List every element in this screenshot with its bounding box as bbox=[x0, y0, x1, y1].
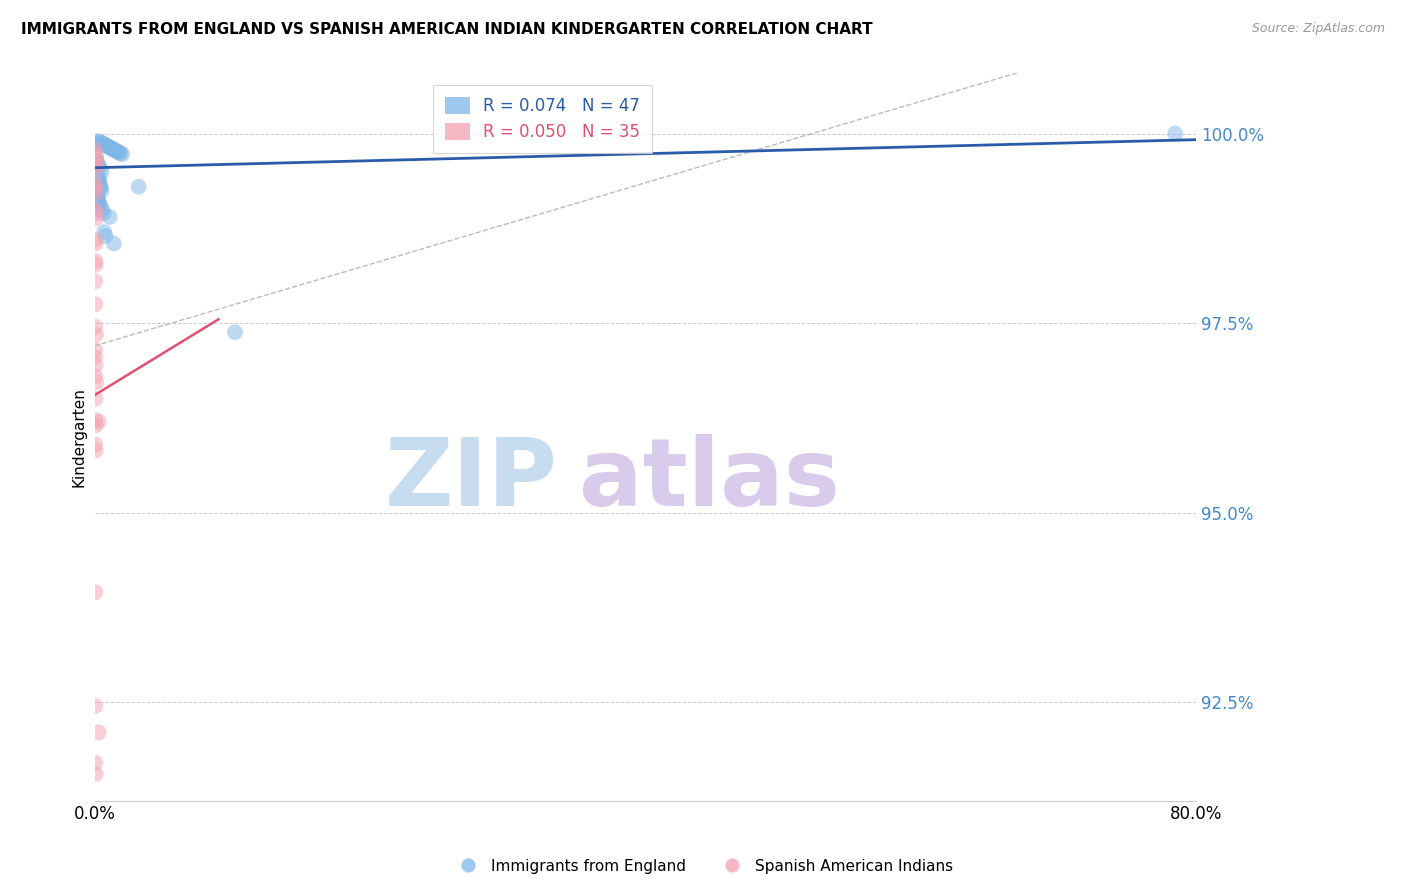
Point bbox=[87, 134, 110, 148]
Point bbox=[84, 153, 107, 168]
Point bbox=[84, 698, 107, 713]
Point bbox=[108, 145, 131, 160]
Point bbox=[104, 143, 127, 157]
Point bbox=[84, 327, 107, 342]
Point bbox=[84, 236, 107, 251]
Text: atlas: atlas bbox=[579, 434, 841, 526]
Point bbox=[91, 202, 114, 217]
Point bbox=[84, 319, 107, 334]
Point bbox=[93, 137, 115, 152]
Point bbox=[84, 756, 107, 770]
Point bbox=[84, 176, 107, 190]
Point bbox=[103, 143, 125, 157]
Point bbox=[94, 229, 117, 244]
Point bbox=[89, 179, 111, 194]
Point bbox=[86, 136, 108, 150]
Point bbox=[89, 161, 111, 175]
Point bbox=[84, 157, 107, 171]
Point bbox=[84, 392, 107, 406]
Point bbox=[84, 202, 107, 217]
Point bbox=[86, 161, 108, 175]
Point bbox=[86, 188, 108, 202]
Point bbox=[89, 178, 111, 193]
Point bbox=[84, 274, 107, 288]
Point bbox=[90, 184, 112, 198]
Point bbox=[84, 343, 107, 357]
Point bbox=[107, 145, 129, 159]
Point bbox=[87, 158, 110, 172]
Point bbox=[84, 254, 107, 268]
Point bbox=[84, 418, 107, 433]
Text: ZIP: ZIP bbox=[384, 434, 557, 526]
Point bbox=[94, 138, 117, 153]
Point bbox=[84, 206, 107, 220]
Point bbox=[84, 181, 107, 195]
Point bbox=[224, 325, 246, 339]
Text: Source: ZipAtlas.com: Source: ZipAtlas.com bbox=[1251, 22, 1385, 36]
Y-axis label: Kindergarten: Kindergarten bbox=[72, 387, 86, 487]
Point bbox=[98, 210, 121, 224]
Point bbox=[87, 176, 110, 190]
Point bbox=[96, 138, 118, 153]
Point bbox=[84, 258, 107, 272]
Point bbox=[84, 211, 107, 226]
Point bbox=[98, 140, 121, 154]
Point bbox=[86, 157, 108, 171]
Point bbox=[89, 196, 111, 211]
Point bbox=[84, 350, 107, 364]
Point bbox=[90, 181, 112, 195]
Point bbox=[101, 142, 124, 156]
Point bbox=[87, 194, 110, 208]
Point bbox=[110, 146, 132, 161]
Point bbox=[84, 233, 107, 247]
Text: IMMIGRANTS FROM ENGLAND VS SPANISH AMERICAN INDIAN KINDERGARTEN CORRELATION CHAR: IMMIGRANTS FROM ENGLAND VS SPANISH AMERI… bbox=[21, 22, 873, 37]
Point bbox=[89, 199, 111, 213]
Point bbox=[84, 585, 107, 599]
Point bbox=[84, 143, 107, 157]
Point bbox=[87, 194, 110, 209]
Point bbox=[84, 369, 107, 384]
Point bbox=[84, 186, 107, 200]
Point bbox=[105, 144, 128, 158]
Point bbox=[84, 148, 107, 162]
Point bbox=[84, 437, 107, 451]
Point bbox=[111, 147, 134, 161]
Point bbox=[87, 170, 110, 185]
Point bbox=[84, 443, 107, 458]
Point bbox=[84, 358, 107, 372]
Point bbox=[1164, 127, 1187, 141]
Point bbox=[84, 151, 107, 165]
Point bbox=[84, 767, 107, 781]
Point bbox=[87, 415, 110, 429]
Point bbox=[91, 136, 114, 151]
Point bbox=[90, 164, 112, 178]
Point bbox=[84, 297, 107, 311]
Point bbox=[100, 141, 122, 155]
Point bbox=[93, 225, 115, 239]
Point bbox=[93, 206, 115, 220]
Point bbox=[87, 725, 110, 739]
Legend: Immigrants from England, Spanish American Indians: Immigrants from England, Spanish America… bbox=[447, 853, 959, 880]
Legend: R = 0.074   N = 47, R = 0.050   N = 35: R = 0.074 N = 47, R = 0.050 N = 35 bbox=[433, 85, 652, 153]
Point bbox=[86, 154, 108, 169]
Point bbox=[128, 179, 150, 194]
Point bbox=[103, 236, 125, 251]
Point bbox=[89, 136, 111, 151]
Point bbox=[97, 139, 120, 153]
Point bbox=[84, 376, 107, 390]
Point bbox=[89, 173, 111, 187]
Point bbox=[86, 186, 108, 200]
Point bbox=[90, 136, 112, 150]
Point bbox=[84, 413, 107, 427]
